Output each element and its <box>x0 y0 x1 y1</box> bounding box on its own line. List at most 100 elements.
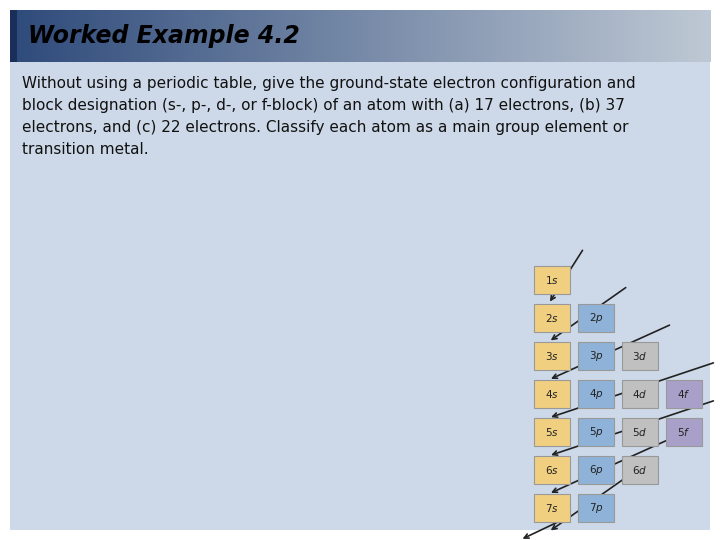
Bar <box>689 10 692 62</box>
Bar <box>155 10 158 62</box>
Bar <box>89 10 92 62</box>
Text: 5$\it{d}$: 5$\it{d}$ <box>632 426 647 438</box>
Bar <box>605 10 608 62</box>
Bar <box>666 10 668 62</box>
Bar <box>213 10 216 62</box>
Bar <box>10 10 17 62</box>
Text: Worked Example 4.2: Worked Example 4.2 <box>28 24 300 48</box>
Bar <box>12 10 15 62</box>
Text: 4$\it{d}$: 4$\it{d}$ <box>632 388 647 400</box>
Bar <box>383 10 386 62</box>
Bar <box>479 10 482 62</box>
Bar <box>621 10 624 62</box>
Bar <box>136 10 139 62</box>
Bar <box>211 10 214 62</box>
Bar <box>680 10 683 62</box>
Bar <box>420 10 423 62</box>
Bar <box>374 10 377 62</box>
Bar <box>59 10 62 62</box>
Bar <box>372 10 374 62</box>
Bar <box>456 10 459 62</box>
Bar <box>570 10 573 62</box>
Bar <box>246 10 248 62</box>
Bar <box>276 10 279 62</box>
Bar <box>598 10 600 62</box>
Bar <box>192 10 195 62</box>
Bar <box>558 10 561 62</box>
FancyBboxPatch shape <box>534 342 570 370</box>
Bar <box>703 10 706 62</box>
Bar <box>63 10 66 62</box>
Bar <box>362 10 365 62</box>
Bar <box>204 10 207 62</box>
Text: 1$\it{s}$: 1$\it{s}$ <box>545 274 559 286</box>
Bar <box>523 10 526 62</box>
Text: Without using a periodic table, give the ground-state electron configuration and: Without using a periodic table, give the… <box>22 76 636 91</box>
Bar <box>243 10 246 62</box>
Bar <box>87 10 90 62</box>
Text: 6$\it{p}$: 6$\it{p}$ <box>589 463 603 477</box>
Bar <box>122 10 125 62</box>
Text: 5$\it{s}$: 5$\it{s}$ <box>545 426 559 438</box>
Bar <box>640 10 643 62</box>
Bar <box>572 10 575 62</box>
Bar <box>332 10 335 62</box>
FancyBboxPatch shape <box>534 380 570 408</box>
Bar <box>407 10 410 62</box>
Text: 6$\it{d}$: 6$\it{d}$ <box>632 464 647 476</box>
Bar <box>477 10 480 62</box>
Bar <box>302 10 305 62</box>
Bar <box>556 10 559 62</box>
Bar <box>297 10 300 62</box>
Bar <box>215 10 218 62</box>
Bar <box>659 10 662 62</box>
Bar <box>482 10 484 62</box>
Bar <box>444 10 447 62</box>
Bar <box>96 10 99 62</box>
Bar <box>318 10 321 62</box>
Bar <box>528 10 531 62</box>
Bar <box>633 10 636 62</box>
Bar <box>91 10 94 62</box>
Bar <box>171 10 174 62</box>
Bar <box>624 10 626 62</box>
Text: 2$\it{p}$: 2$\it{p}$ <box>589 311 603 325</box>
Bar <box>386 10 389 62</box>
Bar <box>187 10 190 62</box>
Bar <box>586 10 589 62</box>
Bar <box>162 10 164 62</box>
Bar <box>687 10 690 62</box>
Bar <box>194 10 197 62</box>
Bar <box>423 10 426 62</box>
FancyBboxPatch shape <box>534 456 570 484</box>
Bar <box>241 10 244 62</box>
Bar <box>106 10 109 62</box>
Bar <box>27 10 30 62</box>
Bar <box>61 10 64 62</box>
Text: 7$\it{p}$: 7$\it{p}$ <box>589 501 603 515</box>
Bar <box>414 10 416 62</box>
Bar <box>85 10 88 62</box>
Bar <box>369 10 372 62</box>
Bar <box>73 10 76 62</box>
Bar <box>552 10 554 62</box>
Bar <box>495 10 498 62</box>
Bar <box>706 10 708 62</box>
Bar <box>488 10 491 62</box>
Bar <box>356 10 358 62</box>
Bar <box>531 10 534 62</box>
Bar <box>467 10 470 62</box>
Bar <box>580 10 582 62</box>
Bar <box>334 10 337 62</box>
Text: transition metal.: transition metal. <box>22 142 148 157</box>
FancyBboxPatch shape <box>622 342 658 370</box>
Bar <box>262 10 265 62</box>
Bar <box>217 10 220 62</box>
Bar <box>642 10 645 62</box>
Bar <box>484 10 487 62</box>
Text: 2$\it{s}$: 2$\it{s}$ <box>545 312 559 324</box>
Bar <box>546 10 549 62</box>
Bar <box>285 10 288 62</box>
Bar <box>533 10 536 62</box>
Bar <box>230 10 232 62</box>
